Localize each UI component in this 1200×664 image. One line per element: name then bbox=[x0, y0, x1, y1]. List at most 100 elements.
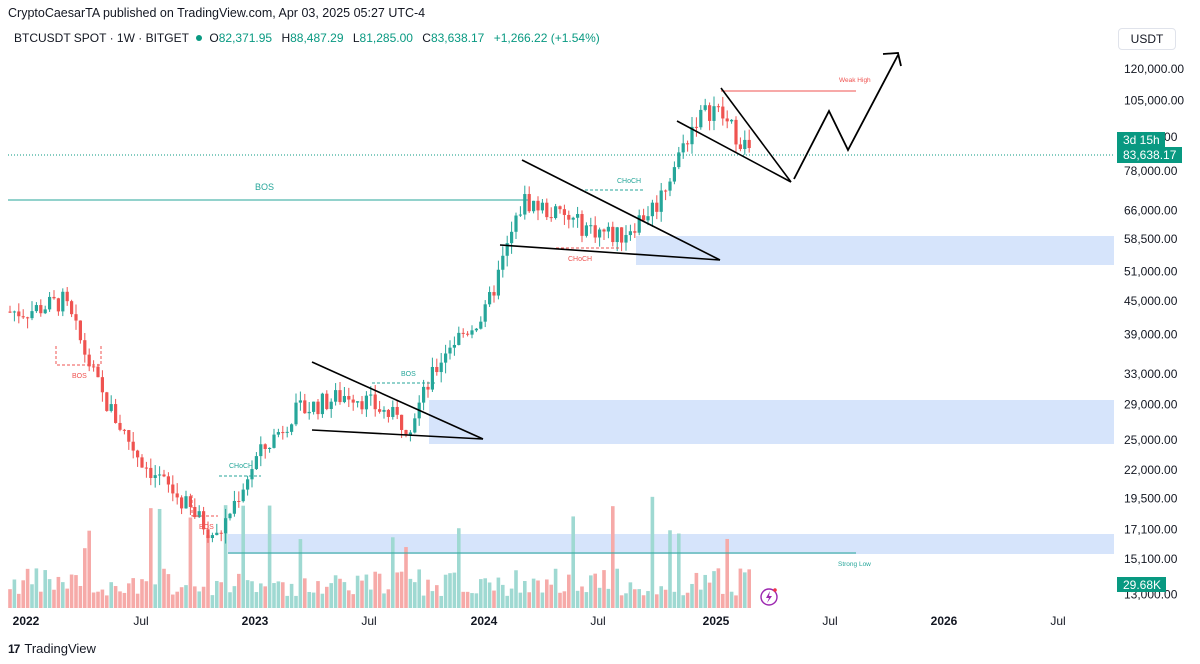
candle-body bbox=[43, 309, 47, 314]
price-axis[interactable]: 120,000.00105,000.0090,000.0078,000.0066… bbox=[1124, 62, 1184, 601]
volume-bar bbox=[619, 595, 624, 608]
candle-body bbox=[65, 291, 69, 302]
currency-button[interactable]: USDT bbox=[1118, 28, 1176, 50]
volume-bar bbox=[87, 530, 91, 608]
volume-bar bbox=[144, 581, 149, 608]
volume-bar bbox=[179, 587, 184, 608]
candle-body bbox=[347, 396, 351, 400]
candle-body bbox=[83, 340, 87, 355]
candle-body bbox=[162, 474, 166, 477]
volume-bar bbox=[91, 592, 96, 608]
strong-low-label: Strong Low bbox=[838, 561, 871, 568]
volume-bar bbox=[276, 581, 281, 608]
price-axis-label: 105,000.00 bbox=[1124, 94, 1184, 108]
demand-zone-middle bbox=[429, 400, 1114, 444]
candle-body bbox=[457, 332, 461, 345]
candle-body bbox=[210, 535, 214, 539]
volume-bar bbox=[421, 595, 426, 608]
triangle-pattern-2024[interactable] bbox=[499, 159, 721, 261]
candle-body bbox=[224, 518, 228, 534]
choch-label-2024: CHoCH bbox=[617, 178, 641, 185]
volume-bar bbox=[25, 568, 30, 608]
volume-bar bbox=[729, 591, 734, 608]
volume-bar bbox=[263, 586, 267, 608]
volume-bar bbox=[479, 579, 483, 608]
volume-bar bbox=[465, 591, 470, 608]
time-axis-label: 2022 bbox=[13, 614, 40, 628]
volume-bar bbox=[461, 591, 465, 608]
price-axis-label: 78,000.00 bbox=[1124, 164, 1178, 178]
volume-bar bbox=[540, 592, 545, 608]
volume-bar bbox=[17, 593, 21, 608]
projection-path[interactable] bbox=[793, 54, 899, 180]
triangle-pattern-2023[interactable] bbox=[311, 361, 484, 440]
candle-body bbox=[127, 430, 131, 442]
volume-bar bbox=[360, 580, 364, 608]
candle-body bbox=[554, 206, 558, 219]
volume-bar bbox=[272, 583, 276, 608]
volume-bar bbox=[408, 578, 413, 608]
volume-bar bbox=[690, 583, 694, 608]
tradingview-brand[interactable]: TradingView bbox=[24, 641, 96, 656]
volume-bar bbox=[443, 574, 448, 608]
symbol-name[interactable]: BTCUSDT SPOT · 1W · BITGET bbox=[14, 31, 189, 45]
volume-bar bbox=[650, 496, 655, 608]
candle-body bbox=[316, 401, 320, 415]
volume-bar bbox=[347, 590, 351, 608]
candle-body bbox=[527, 194, 531, 212]
volume-bar bbox=[201, 586, 206, 608]
volume-bar bbox=[74, 575, 78, 608]
candle-body bbox=[637, 215, 641, 233]
volume-bar bbox=[685, 592, 690, 608]
price-axis-label: 39,000.00 bbox=[1124, 328, 1178, 342]
volume-bar bbox=[223, 505, 228, 608]
time-axis-label: 2024 bbox=[471, 614, 498, 628]
volume-bar bbox=[122, 592, 127, 608]
candle-body bbox=[642, 215, 646, 221]
price-axis-label: 51,000.00 bbox=[1124, 264, 1178, 278]
candle-body bbox=[334, 390, 338, 402]
candle-body bbox=[131, 441, 135, 451]
volume-bar bbox=[593, 573, 597, 608]
price-axis-label: 120,000.00 bbox=[1124, 62, 1184, 76]
candle-body bbox=[571, 217, 575, 220]
volume-bar bbox=[267, 505, 272, 608]
volume-bar bbox=[430, 591, 435, 608]
volume-bar bbox=[628, 582, 633, 608]
volume-bar bbox=[364, 574, 369, 608]
volume-bar bbox=[162, 568, 166, 608]
candle-body bbox=[12, 311, 16, 313]
candle-body bbox=[686, 143, 690, 145]
time-axis-label: Jul bbox=[1050, 614, 1065, 628]
price-axis-label: 17,100.00 bbox=[1124, 523, 1178, 537]
candle-body bbox=[290, 424, 294, 432]
bos-label-2023: BOS bbox=[401, 371, 416, 378]
volume-bar bbox=[52, 589, 56, 608]
falling-wedge-2025[interactable] bbox=[676, 87, 792, 183]
volume-bar bbox=[21, 580, 25, 608]
candle-body bbox=[298, 400, 302, 403]
volume-bar bbox=[153, 584, 157, 608]
candle-body bbox=[109, 404, 113, 411]
candle-body bbox=[30, 311, 34, 319]
candle-body bbox=[281, 432, 285, 434]
volume-bar bbox=[747, 569, 751, 608]
candlesticks bbox=[8, 96, 751, 544]
price-axis-label: 29,000.00 bbox=[1124, 398, 1178, 412]
candle-body bbox=[39, 305, 43, 314]
projection-arrow-head bbox=[882, 52, 902, 67]
volume-bar bbox=[135, 593, 140, 608]
candle-body bbox=[589, 225, 593, 227]
volume-bar bbox=[659, 586, 663, 608]
volume-bars bbox=[8, 496, 751, 608]
volume-bar bbox=[228, 592, 232, 608]
price-axis-label: 15,100.00 bbox=[1124, 552, 1178, 566]
candle-body bbox=[118, 422, 122, 430]
last-price-badge bbox=[1117, 147, 1182, 163]
time-axis[interactable]: 2022 Jul 2023 Jul 2024 Jul 2025 Jul 2026 Jul bbox=[13, 614, 1066, 628]
candle-body bbox=[312, 401, 316, 412]
volume-bar bbox=[8, 589, 12, 608]
volume-bar bbox=[316, 581, 320, 608]
lightning-icon-glyph bbox=[766, 591, 772, 603]
